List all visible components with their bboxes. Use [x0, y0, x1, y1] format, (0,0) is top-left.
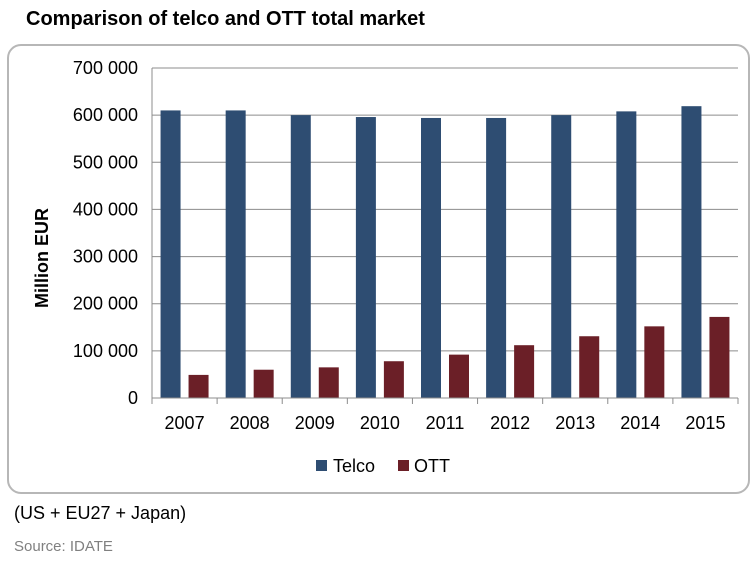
x-tick-label: 2008	[230, 413, 270, 433]
bar-ott-2015	[709, 316, 730, 398]
bar-ott-2014	[644, 326, 665, 398]
source-note: Source: IDATE	[14, 538, 113, 555]
x-tick-label: 2012	[490, 413, 530, 433]
region-note: (US + EU27 + Japan)	[14, 503, 187, 523]
legend-swatch-ott	[398, 460, 409, 471]
y-tick-label: 400 000	[73, 199, 138, 219]
y-tick-label: 200 000	[73, 294, 138, 314]
x-tick-label: 2009	[295, 413, 335, 433]
bar-ott-2010	[383, 361, 404, 398]
bar-ott-2007	[188, 374, 209, 398]
bar-ott-2011	[449, 354, 469, 398]
y-tick-label: 100 000	[73, 341, 138, 361]
bar-ott-2012	[514, 345, 535, 398]
x-tick-label: 2010	[360, 413, 400, 433]
bar-telco-2012	[486, 117, 507, 398]
x-tick-label: 2015	[685, 413, 725, 433]
bar-telco-2010	[355, 117, 376, 399]
y-tick-label: 300 000	[73, 247, 138, 267]
bar-telco-2008	[225, 110, 246, 398]
bar-ott-2009	[318, 367, 339, 398]
x-tick-label: 2011	[426, 413, 465, 433]
bar-ott-2008	[253, 369, 274, 398]
bar-telco-2011	[421, 117, 441, 398]
bar-telco-2015	[681, 106, 702, 398]
legend-label-telco: Telco	[333, 456, 375, 476]
legend-swatch-telco	[316, 460, 327, 471]
y-tick-label: 500 000	[73, 152, 138, 172]
bar-ott-2013	[579, 336, 600, 398]
y-tick-label: 700 000	[73, 58, 138, 78]
x-tick-label: 2014	[620, 413, 660, 433]
legend-label-ott: OTT	[414, 456, 450, 476]
x-tick-label: 2007	[165, 413, 205, 433]
x-tick-label: 2013	[555, 413, 595, 433]
bar-telco-2007	[160, 110, 181, 398]
chart-title: Comparison of telco and OTT total market	[26, 8, 425, 30]
chart-svg: Million EUR 0 100 000 200 000 300 000 400 00…	[32, 58, 739, 476]
bar-telco-2009	[290, 115, 311, 399]
bar-telco-2014	[616, 111, 637, 398]
bar-telco-2013	[551, 115, 572, 399]
y-axis-title: Million EUR	[32, 208, 52, 308]
y-tick-label: 600 000	[73, 105, 138, 125]
y-tick-label: 0	[128, 388, 138, 408]
